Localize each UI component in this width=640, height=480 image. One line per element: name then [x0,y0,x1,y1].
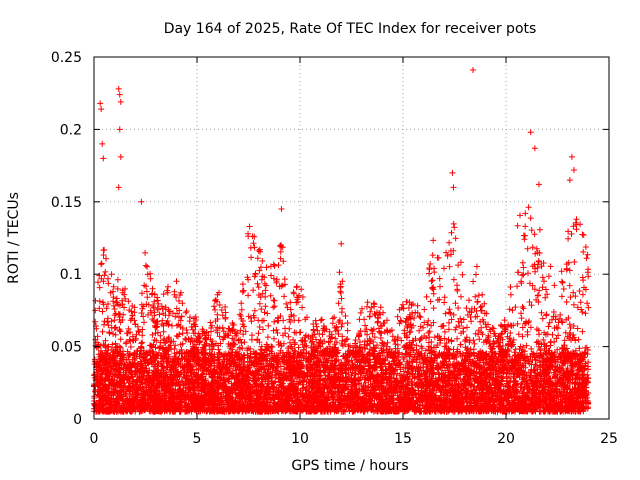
x-axis-ticks: 0 5 10 15 20 25 [90,57,618,447]
y-tick-label: 0.1 [60,267,82,283]
x-tick-label: 5 [193,431,202,447]
data-point [338,240,345,247]
data-point [98,106,105,113]
scatter-cloud [91,204,592,415]
data-point [531,145,538,152]
data-points [91,67,592,415]
x-tick-label: 15 [394,431,412,447]
grid-lines [94,57,609,419]
y-tick-label: 0.2 [60,122,82,138]
data-point [568,153,575,160]
plot-frame [93,56,610,420]
data-point [138,198,145,205]
data-point [449,169,456,176]
data-point [527,129,534,136]
data-point [278,206,285,213]
x-axis-label: GPS time / hours [291,458,408,474]
data-point [117,153,124,160]
data-point [566,177,573,184]
y-tick-label: 0.05 [51,340,82,356]
y-tick-label: 0 [73,412,82,428]
data-point [100,155,107,162]
data-point [116,126,123,133]
y-axis-label: ROTI / TECUs [6,192,22,284]
data-point [117,98,124,105]
data-point [115,184,122,191]
x-tick-label: 25 [600,431,618,447]
data-point [450,184,457,191]
x-tick-label: 0 [90,431,99,447]
x-tick-label: 20 [497,431,515,447]
data-point [97,100,104,107]
x-tick-label: 10 [291,431,309,447]
data-point [99,140,106,147]
y-axis-ticks: 0 0.05 0.1 0.15 0.2 0.25 [51,50,609,428]
y-tick-label: 0.15 [51,195,82,211]
chart-title: Day 164 of 2025, Rate Of TEC Index for r… [164,21,537,37]
data-point [116,91,123,98]
data-point [570,166,577,173]
data-point [470,67,477,74]
data-point [115,85,122,92]
y-tick-label: 0.25 [51,50,82,66]
data-point [535,181,542,188]
